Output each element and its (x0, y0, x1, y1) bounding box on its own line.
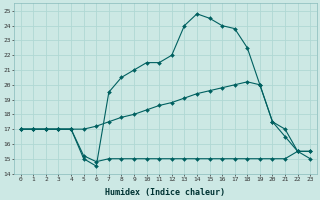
X-axis label: Humidex (Indice chaleur): Humidex (Indice chaleur) (106, 188, 226, 197)
